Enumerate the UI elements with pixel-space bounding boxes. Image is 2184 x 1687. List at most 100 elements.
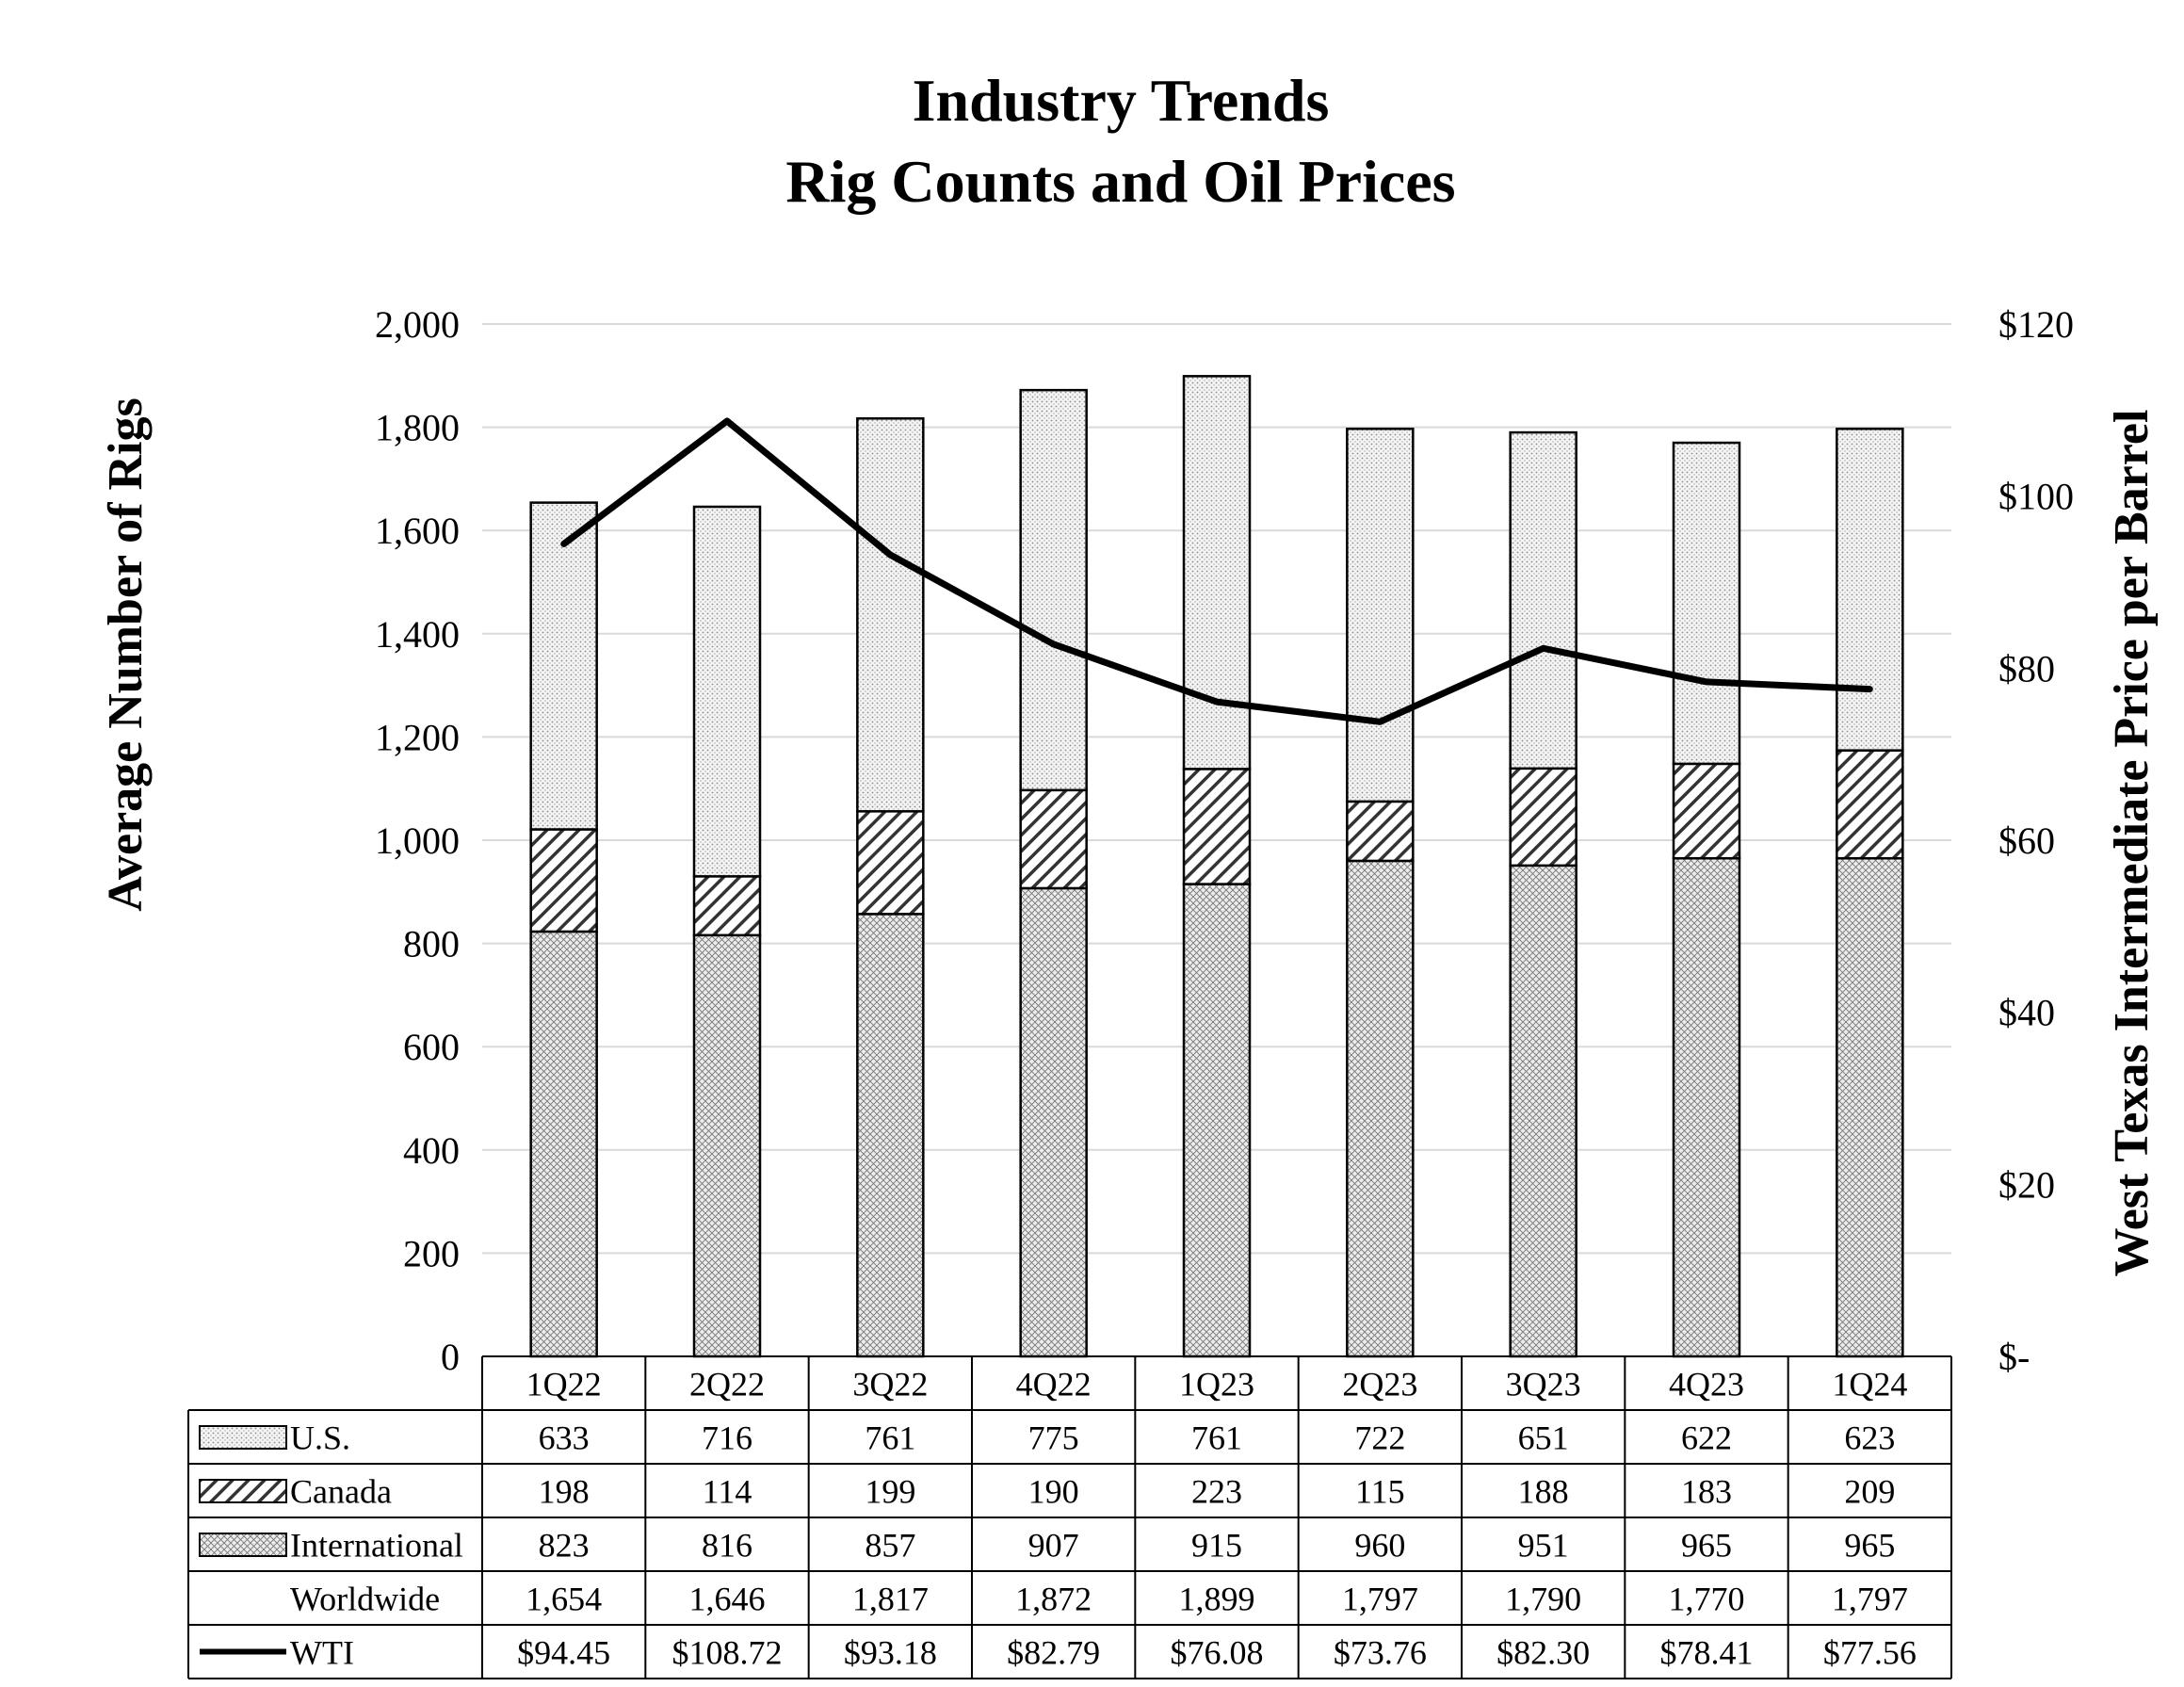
y2-tick-label: $60 bbox=[1998, 819, 2055, 862]
table-cell: $82.30 bbox=[1496, 1634, 1590, 1672]
x-tick-label: 2Q22 bbox=[689, 1366, 765, 1403]
bar-canada-2q22 bbox=[692, 875, 762, 937]
table-cell: 1,872 bbox=[1015, 1581, 1092, 1618]
table-cell: 960 bbox=[1354, 1527, 1405, 1565]
y2-tick-label: $80 bbox=[1998, 647, 2055, 689]
x-tick-label: 3Q22 bbox=[852, 1366, 928, 1403]
bar-international-4q23 bbox=[1672, 856, 1741, 1358]
legend-label-international: International bbox=[290, 1527, 463, 1565]
bar-international-1q24 bbox=[1836, 856, 1904, 1358]
bar-canada-1q22 bbox=[529, 828, 598, 933]
x-tick-label: 1Q23 bbox=[1179, 1366, 1254, 1403]
bar-international-2q22 bbox=[692, 933, 762, 1358]
y-tick-label: 1,000 bbox=[375, 819, 460, 862]
legend-label-us: U.S. bbox=[290, 1419, 350, 1457]
bar-canada-4q23 bbox=[1672, 762, 1741, 860]
table-cell: 1,770 bbox=[1669, 1581, 1745, 1618]
table-cell: 198 bbox=[539, 1473, 590, 1511]
bar-us-3q22 bbox=[856, 417, 925, 813]
table-cell: 775 bbox=[1028, 1419, 1079, 1457]
bar-us-1q22 bbox=[529, 501, 598, 831]
table-cell: 965 bbox=[1681, 1527, 1732, 1565]
table-cell: $77.56 bbox=[1823, 1634, 1917, 1672]
y-axis-ticks: 0 200 400 600 800 1,000 1,200 1,400 1,600 1,800 2,… bbox=[375, 303, 460, 1378]
x-tick-label: 4Q23 bbox=[1669, 1366, 1744, 1403]
table-cell: 816 bbox=[702, 1527, 752, 1565]
table-cell: 1,654 bbox=[526, 1581, 602, 1618]
bar-canada-1q24 bbox=[1836, 749, 1904, 860]
table-cell: 199 bbox=[865, 1473, 915, 1511]
bar-international-2q23 bbox=[1346, 859, 1415, 1358]
bar-us-2q23 bbox=[1346, 427, 1415, 803]
table-cell: 761 bbox=[1191, 1419, 1242, 1457]
bar-segments bbox=[529, 375, 1904, 1358]
y-tick-label: 0 bbox=[441, 1336, 460, 1378]
bar-canada-2q23 bbox=[1346, 800, 1415, 863]
table-cell: 1,899 bbox=[1179, 1581, 1255, 1618]
bar-us-1q24 bbox=[1836, 427, 1904, 752]
y2-tick-label: $40 bbox=[1998, 992, 2055, 1034]
y2-axis-ticks: $- $20 $40 $60 $80 $100 $120 bbox=[1998, 303, 2074, 1378]
table-cell: 114 bbox=[703, 1473, 752, 1511]
bar-canada-4q22 bbox=[1019, 788, 1088, 890]
table-cell: 965 bbox=[1844, 1527, 1895, 1565]
x-tick-label: 4Q22 bbox=[1016, 1366, 1092, 1403]
y-tick-label: 1,800 bbox=[375, 407, 460, 449]
table-cell: 761 bbox=[865, 1419, 915, 1457]
bar-us-4q22 bbox=[1019, 388, 1088, 792]
x-tick-label: 2Q23 bbox=[1342, 1366, 1417, 1403]
table-cell: 223 bbox=[1191, 1473, 1242, 1511]
table-cell: 188 bbox=[1518, 1473, 1569, 1511]
bar-us-1q23 bbox=[1182, 375, 1252, 771]
table-cell: 1,817 bbox=[852, 1581, 929, 1618]
chart-title: Industry Trends Rig Counts and Oil Price… bbox=[785, 67, 1455, 215]
x-tick-label: 1Q22 bbox=[526, 1366, 602, 1403]
table-cell: 623 bbox=[1844, 1419, 1895, 1457]
table-cell: 951 bbox=[1518, 1527, 1569, 1565]
bar-international-1q23 bbox=[1182, 883, 1252, 1358]
x-tick-label: 3Q23 bbox=[1506, 1366, 1581, 1403]
y-tick-label: 1,200 bbox=[375, 716, 460, 758]
table-cell: 915 bbox=[1191, 1527, 1242, 1565]
table-cell: $76.08 bbox=[1171, 1634, 1264, 1672]
table-cell: $94.45 bbox=[517, 1634, 610, 1672]
table-cell: 1,797 bbox=[1342, 1581, 1418, 1618]
chart-title-line-2: Rig Counts and Oil Prices bbox=[785, 148, 1455, 215]
bar-international-3q22 bbox=[856, 913, 925, 1358]
legend-label-wti: WTI bbox=[290, 1634, 354, 1672]
y-tick-label: 1,400 bbox=[375, 613, 460, 656]
table-cell: 1,790 bbox=[1505, 1581, 1581, 1618]
y2-tick-label: $100 bbox=[1998, 476, 2074, 518]
table-cell: 1,797 bbox=[1832, 1581, 1908, 1618]
table-cell: 716 bbox=[702, 1419, 752, 1457]
table-cell: 633 bbox=[539, 1419, 590, 1457]
bar-canada-3q23 bbox=[1509, 767, 1577, 868]
table-cell: $93.18 bbox=[844, 1634, 937, 1672]
table-cell: 622 bbox=[1681, 1419, 1732, 1457]
legend-label-canada: Canada bbox=[290, 1473, 392, 1511]
x-tick-label: 1Q24 bbox=[1832, 1366, 1907, 1403]
y-axis-title: Average Number of Rigs bbox=[99, 397, 153, 911]
y-tick-label: 800 bbox=[403, 923, 460, 965]
y-tick-label: 1,600 bbox=[375, 510, 460, 552]
legend-swatch-international bbox=[199, 1533, 287, 1557]
table-cell: 183 bbox=[1681, 1473, 1732, 1511]
table-cell: $108.72 bbox=[672, 1634, 783, 1672]
legend-swatch-canada bbox=[199, 1479, 287, 1503]
wti-line bbox=[560, 417, 1873, 725]
y2-axis-title: West Texas Intermediate Price per Barrel bbox=[2105, 410, 2159, 1277]
table-cell: 209 bbox=[1844, 1473, 1895, 1511]
table-cell: $73.76 bbox=[1334, 1634, 1427, 1672]
data-table: 1Q22 2Q22 3Q22 4Q22 1Q23 2Q23 3Q23 4Q23 1Q24 U.S.… bbox=[187, 1355, 1952, 1679]
table-cell: $78.41 bbox=[1660, 1634, 1754, 1672]
table-cell: 722 bbox=[1354, 1419, 1405, 1457]
legend-label-worldwide: Worldwide bbox=[290, 1581, 440, 1618]
chart-title-line-1: Industry Trends bbox=[913, 67, 1330, 134]
y2-tick-label: $120 bbox=[1998, 303, 2074, 346]
bar-canada-3q22 bbox=[856, 810, 925, 916]
bar-international-3q23 bbox=[1509, 864, 1577, 1358]
table-cell: 190 bbox=[1028, 1473, 1079, 1511]
bar-us-3q23 bbox=[1509, 430, 1577, 771]
bar-canada-1q23 bbox=[1182, 768, 1252, 885]
